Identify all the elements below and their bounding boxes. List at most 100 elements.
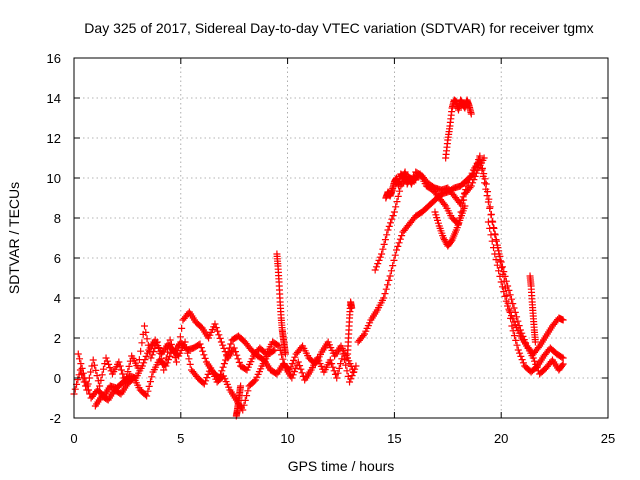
data-point-interp	[240, 401, 248, 409]
data-point-interp	[82, 378, 90, 386]
data-point-interp	[340, 356, 348, 364]
data-point-interp	[137, 347, 145, 355]
data-point	[504, 282, 512, 290]
data-point-interp	[466, 176, 474, 184]
data-point-interp	[388, 215, 396, 223]
data-point	[384, 226, 392, 234]
data-point-interp	[215, 331, 223, 339]
data-point	[484, 218, 492, 226]
data-point	[461, 202, 469, 210]
data-point	[457, 200, 465, 208]
data-point-interp	[219, 341, 227, 349]
data-point-interp	[141, 356, 149, 364]
data-point-interp	[466, 184, 474, 192]
y-tick-label: 14	[47, 91, 61, 106]
data-point	[378, 250, 386, 258]
data-point	[440, 234, 448, 242]
data-point-interp	[250, 377, 258, 385]
grid	[74, 58, 608, 418]
data-point-interp	[145, 382, 153, 390]
data-point-interp	[477, 159, 485, 167]
data-point-interp	[204, 370, 212, 378]
data-point	[514, 346, 522, 354]
data-point-interp	[502, 277, 510, 285]
data-point-interp	[500, 268, 508, 276]
data-point-interp	[512, 336, 520, 344]
data-point-interp	[289, 371, 297, 379]
y-tick-label: -2	[49, 411, 61, 426]
data-point-interp	[347, 375, 355, 383]
data-point	[138, 362, 146, 370]
data-point-interp	[505, 286, 513, 294]
data-point-interp	[382, 285, 390, 293]
series-track-b	[74, 332, 358, 402]
data-point-interp	[226, 344, 234, 352]
data-point-interp	[479, 172, 487, 180]
data-point-interp	[481, 179, 489, 187]
data-point-interp	[487, 211, 495, 219]
data-point-interp	[200, 351, 208, 359]
data-point-interp	[99, 365, 107, 373]
chart-title: Day 325 of 2017, Sidereal Day-to-day VTE…	[84, 20, 593, 36]
data-point-interp	[359, 332, 367, 340]
data-point-interp	[224, 348, 232, 356]
data-point-interp	[441, 237, 449, 245]
data-point-interp	[507, 312, 515, 320]
data-point	[390, 208, 398, 216]
data-point-interp	[384, 281, 392, 289]
data-point-interp	[513, 341, 521, 349]
data-point	[484, 198, 492, 206]
data-point-interp	[291, 353, 299, 361]
data-point-interp	[440, 236, 448, 244]
data-point-interp	[385, 276, 393, 284]
data-point-interp	[241, 396, 249, 404]
series-spike-7.7h	[232, 382, 245, 420]
series-decline-c	[484, 218, 567, 358]
data-point	[559, 316, 567, 324]
data-point	[476, 154, 484, 162]
data-point-interp	[166, 352, 174, 360]
data-point	[81, 374, 89, 382]
data-point-interp	[223, 352, 231, 360]
data-point-interp	[143, 349, 151, 357]
data-point-interp	[393, 198, 401, 206]
data-point	[559, 354, 567, 362]
data-point	[160, 366, 168, 374]
x-tick-label: 5	[177, 431, 184, 446]
data-point-interp	[394, 242, 402, 250]
data-point	[222, 356, 230, 364]
data-point-interp	[216, 334, 224, 342]
data-point	[200, 380, 208, 388]
data-point-interp	[492, 256, 500, 264]
y-tick-label: 10	[47, 171, 61, 186]
data-point-interp	[487, 231, 495, 239]
data-point-interp	[507, 295, 515, 303]
data-point-interp	[163, 359, 171, 367]
data-point-interp	[488, 237, 496, 245]
data-point-interp	[141, 391, 149, 399]
data-point-interp	[199, 347, 207, 355]
data-point-interp	[335, 364, 343, 372]
y-tick-label: 12	[47, 131, 61, 146]
data-point-interp	[490, 244, 498, 252]
y-axis-label: SDTVAR / TECUs	[6, 182, 22, 294]
data-point	[166, 336, 174, 344]
data-point-interp	[459, 193, 467, 201]
data-point-interp	[140, 359, 148, 367]
data-point-interp	[212, 324, 220, 332]
data-point-interp	[231, 348, 239, 356]
data-point	[102, 354, 110, 362]
data-point-interp	[184, 349, 192, 357]
data-point	[96, 382, 104, 390]
data-point-interp	[390, 256, 398, 264]
data-point-interp	[533, 364, 541, 372]
data-point-interp	[486, 224, 494, 232]
y-tick-label: 2	[54, 331, 61, 346]
data-point	[288, 374, 296, 382]
data-point-interp	[91, 361, 99, 369]
data-point-interp	[97, 376, 105, 384]
x-tick-label: 0	[70, 431, 77, 446]
data-point-interp	[292, 364, 300, 372]
data-point-interp	[389, 212, 397, 220]
data-point-interp	[103, 357, 111, 365]
